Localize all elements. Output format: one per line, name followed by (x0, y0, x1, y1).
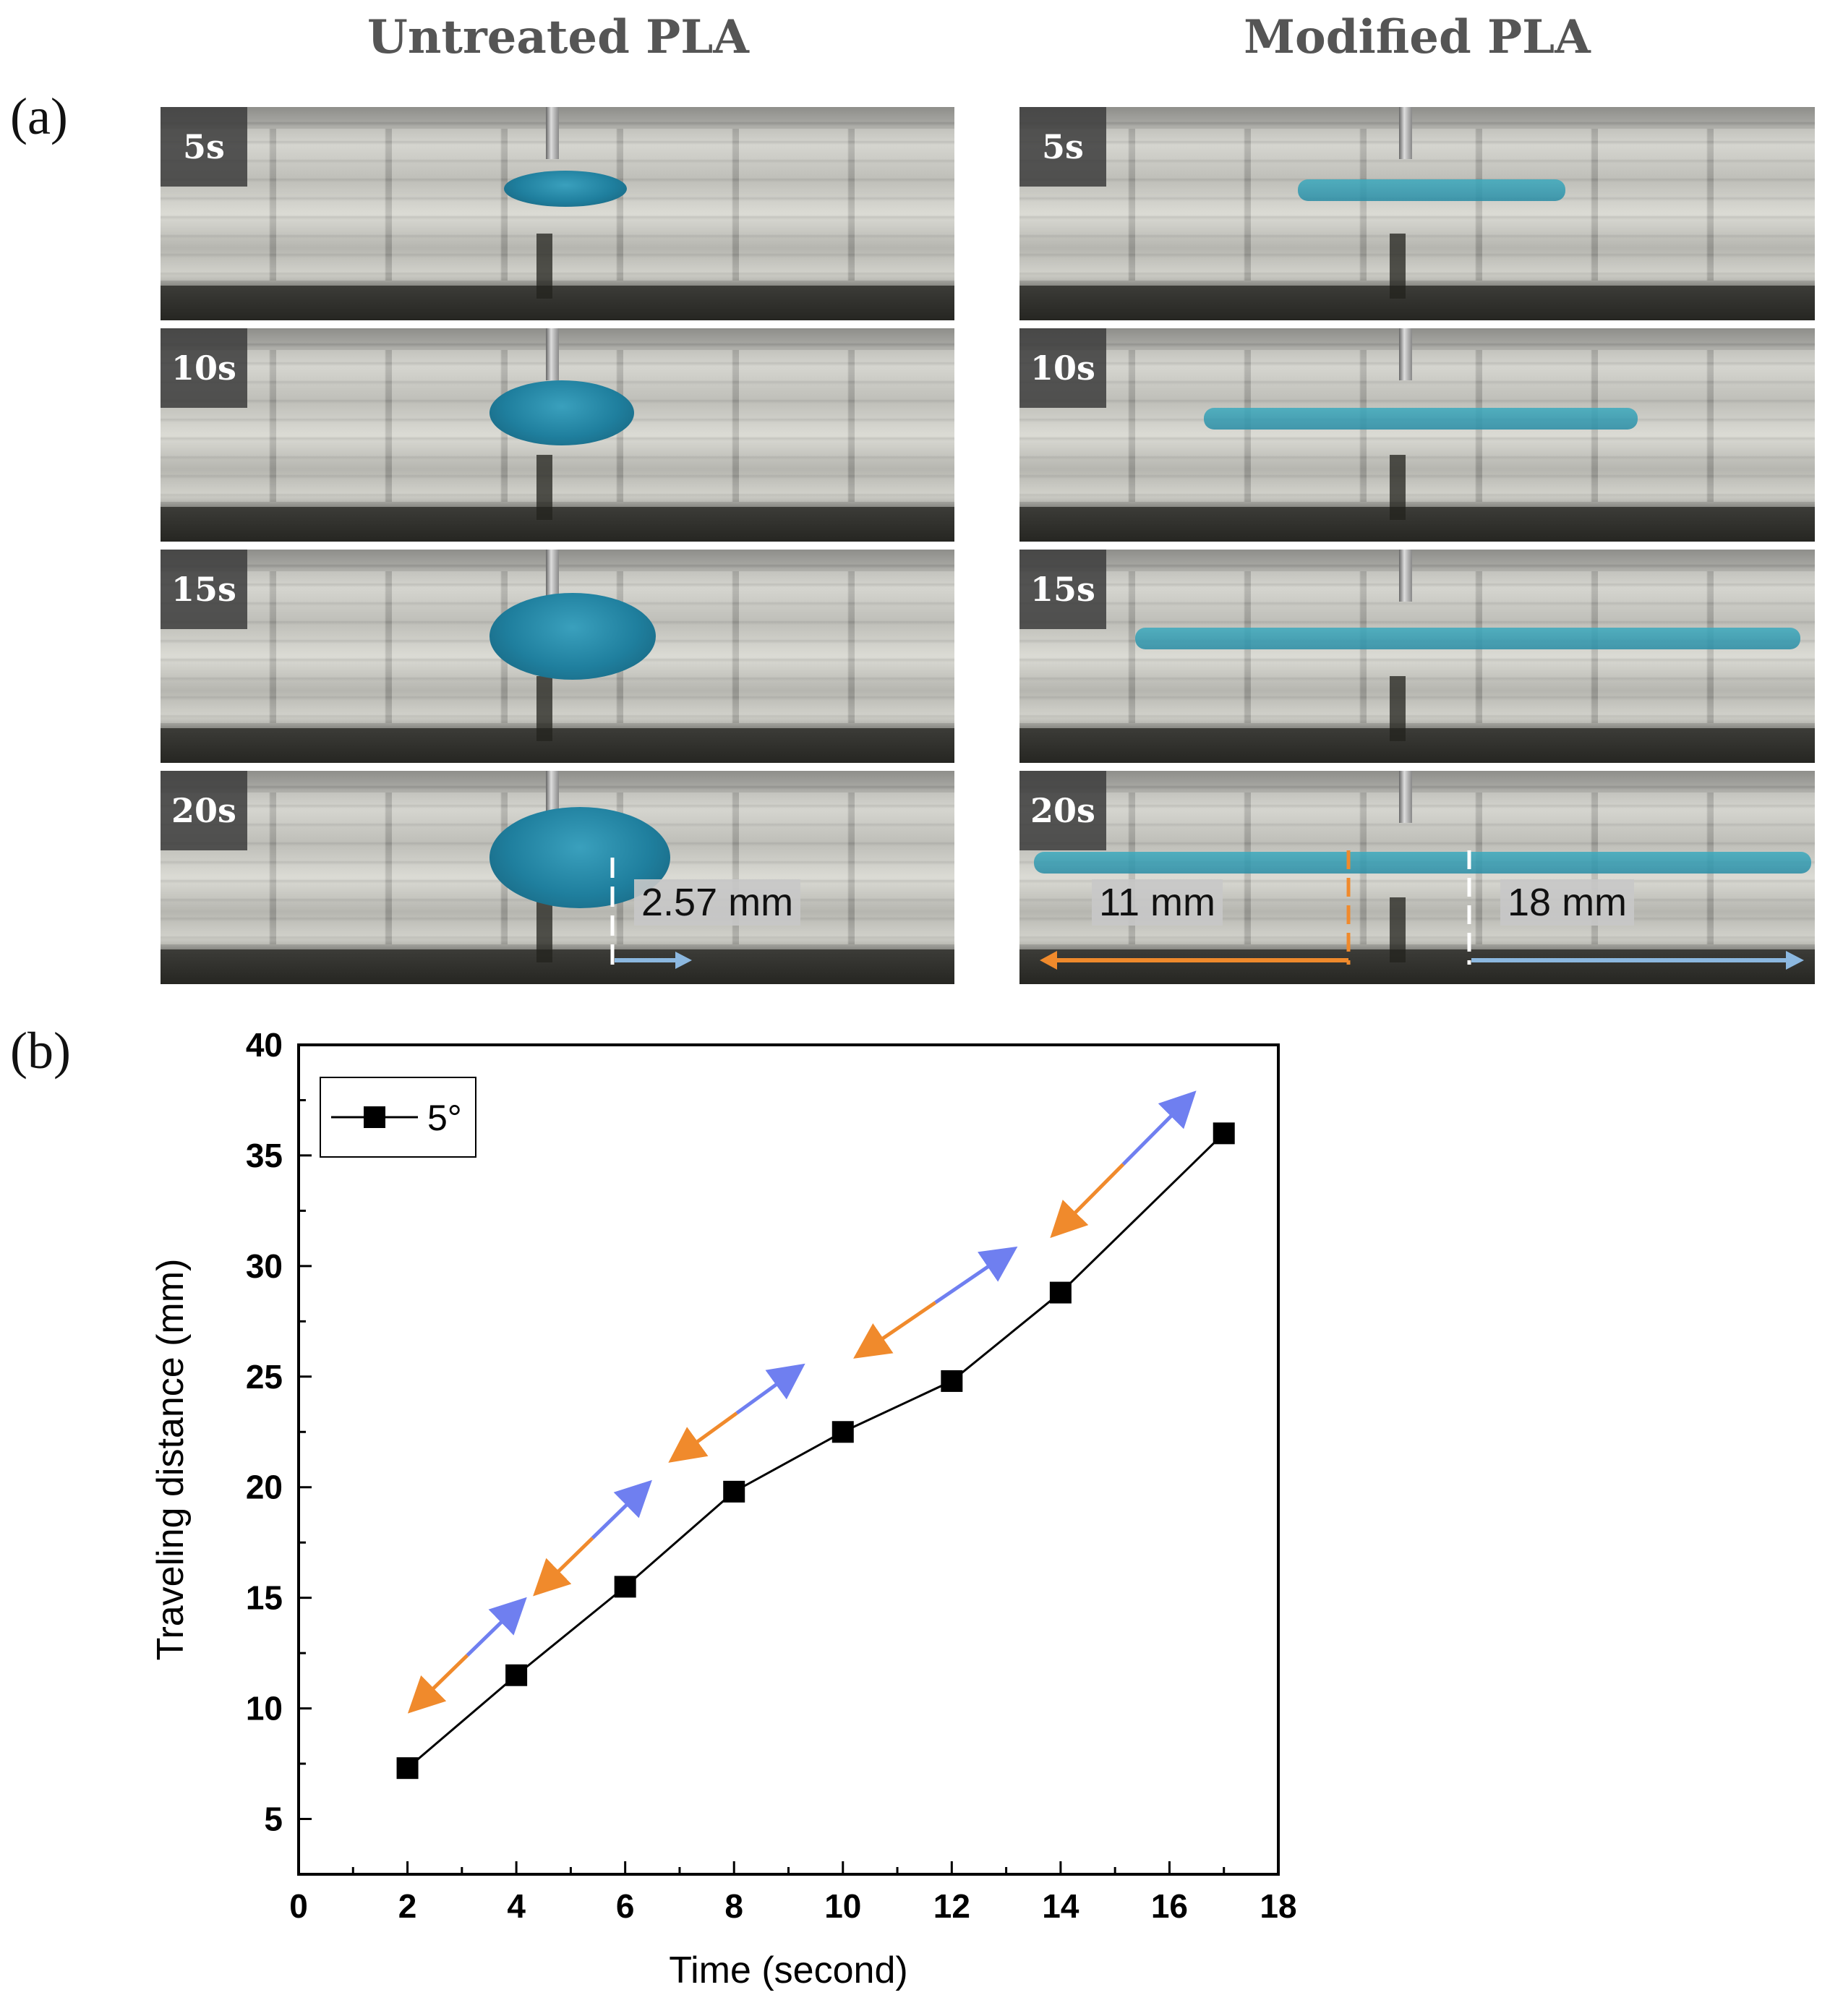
title-untreated: Untreated PLA (367, 10, 749, 64)
data-point (831, 1421, 854, 1443)
legend-label: 5° (427, 1098, 462, 1138)
data-point (941, 1370, 963, 1392)
untreated-frame-15s: 15s (161, 550, 954, 763)
y-tick-label: 30 (246, 1247, 283, 1285)
modified-frame-20s: 20s 11 mm 18 mm (1019, 771, 1815, 984)
blue-arrow (1121, 1090, 1197, 1166)
y-tick-label: 25 (246, 1358, 283, 1396)
title-modified: Modified PLA (1244, 10, 1591, 64)
x-tick-label: 0 (289, 1887, 308, 1925)
modified-film (1204, 408, 1638, 430)
x-tick-label: 6 (616, 1887, 635, 1925)
blue-arrow (591, 1479, 652, 1539)
time-tag: 20s (1019, 771, 1106, 850)
orange-arrow (533, 1537, 594, 1597)
untreated-droplet (489, 380, 634, 445)
x-tick-label: 12 (933, 1887, 970, 1925)
y-tick-label: 40 (246, 1026, 283, 1064)
blue-arrow (466, 1597, 527, 1657)
y-tick-label: 15 (246, 1579, 283, 1617)
legend-marker (364, 1106, 385, 1128)
modified-measure-arrows (1040, 850, 1804, 970)
orange-arrow (407, 1654, 469, 1714)
time-tag: 15s (1019, 550, 1106, 629)
orange-arrow (668, 1411, 738, 1463)
orange-arrow (853, 1301, 937, 1359)
time-tag: 5s (1019, 107, 1106, 187)
modified-film (1298, 179, 1565, 201)
x-tick-label: 2 (398, 1887, 417, 1925)
traveling-distance-chart: 0 2 4 6 8 10 12 14 16 18 5 10 15 20 25 30 35 40 5° Time (… (150, 1026, 1297, 1991)
y-axis-label: Traveling distance (mm) (150, 1259, 192, 1661)
data-point (1213, 1122, 1235, 1145)
modified-film (1034, 852, 1811, 874)
series-line-5deg (406, 1132, 1225, 1769)
untreated-photo-column: 5s 10s 15s 20s 2.57 mm (161, 107, 954, 984)
modified-frame-15s: 15s (1019, 550, 1815, 763)
blue-arrow (934, 1246, 1018, 1304)
modified-measurement-left: 11 mm (1092, 879, 1223, 926)
time-tag: 20s (161, 771, 247, 850)
plot-area-border (297, 1043, 1280, 1876)
data-point (505, 1664, 528, 1686)
untreated-frame-5s: 5s (161, 107, 954, 320)
modified-photo-column: 5s 10s 15s 20s 11 mm 18 mm (1019, 107, 1815, 986)
data-point (396, 1757, 419, 1780)
time-tag: 10s (1019, 328, 1106, 408)
time-tag: 10s (161, 328, 247, 408)
x-tick-label: 8 (724, 1887, 743, 1925)
modified-film (1135, 628, 1800, 649)
modified-measurement-right: 18 mm (1500, 879, 1635, 926)
untreated-droplet (489, 593, 656, 680)
data-point (1049, 1281, 1072, 1304)
untreated-measure-arrow (610, 858, 692, 969)
untreated-measurement: 2.57 mm (634, 879, 801, 926)
blue-arrow (735, 1363, 805, 1415)
modified-frame-5s: 5s (1019, 107, 1815, 320)
y-tick-label: 10 (246, 1690, 283, 1727)
untreated-droplet (504, 171, 627, 207)
y-tick-label: 35 (246, 1137, 283, 1174)
data-point (614, 1576, 636, 1598)
x-tick-label: 4 (507, 1887, 526, 1925)
untreated-frame-10s: 10s (161, 328, 954, 542)
untreated-frame-20s: 20s 2.57 mm (161, 771, 954, 984)
x-tick-label: 16 (1151, 1887, 1188, 1925)
data-point (723, 1480, 745, 1503)
y-tick-label: 20 (246, 1469, 283, 1506)
x-tick-label: 10 (824, 1887, 861, 1925)
time-tag: 15s (161, 550, 247, 629)
y-tick-label: 5 (264, 1801, 283, 1838)
x-tick-label: 18 (1260, 1887, 1296, 1925)
time-tag: 5s (161, 107, 247, 187)
panel-b-label: (b) (10, 1022, 71, 1080)
orange-arrow (1050, 1163, 1125, 1239)
modified-frame-10s: 10s (1019, 328, 1815, 542)
panel-a-label: (a) (10, 87, 68, 145)
x-tick-label: 14 (1042, 1887, 1079, 1925)
x-axis-label: Time (second) (669, 1949, 907, 1991)
